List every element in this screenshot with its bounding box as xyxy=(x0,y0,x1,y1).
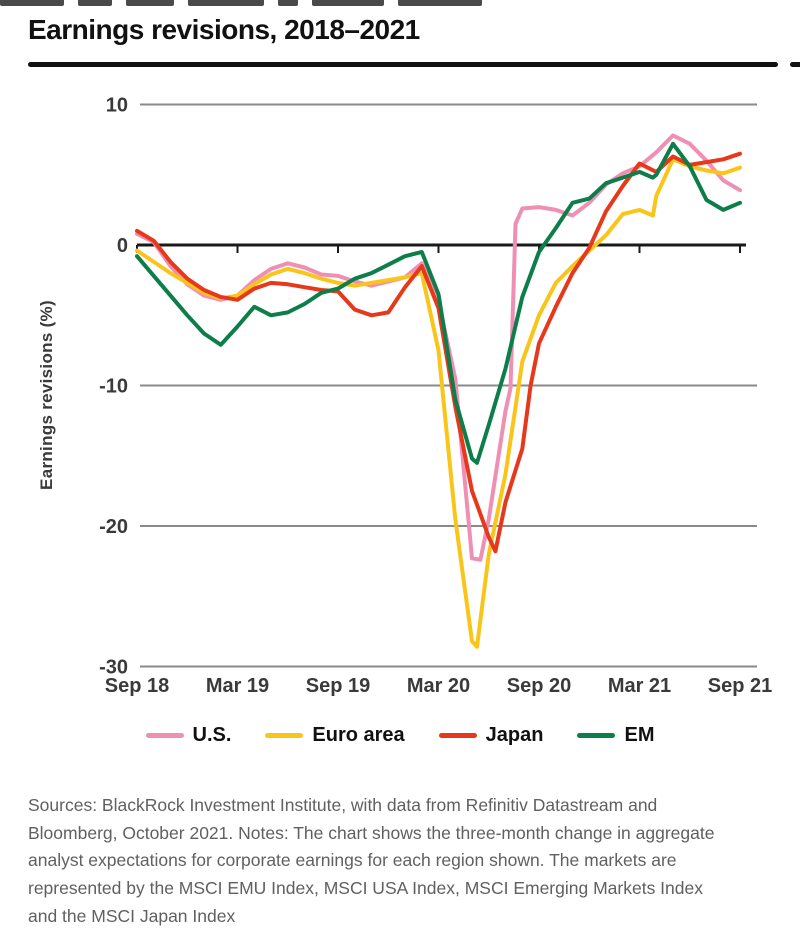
cropped-text-fragments xyxy=(0,0,760,6)
source-notes: Sources: BlackRock Investment Institute,… xyxy=(28,795,715,926)
x-tick-label-sep-20: Sep 20 xyxy=(507,675,571,697)
legend-swatch-euro-area xyxy=(265,733,304,738)
series-line-em xyxy=(135,141,742,465)
text-fragment xyxy=(0,0,64,6)
y-tick-label-10: 10 xyxy=(106,95,128,117)
legend-item-u-s: U.S. xyxy=(145,724,232,747)
text-fragment xyxy=(126,0,174,6)
x-tick-label-sep-18: Sep 18 xyxy=(105,675,169,697)
x-tick-label-mar-20: Mar 20 xyxy=(407,675,470,697)
legend-swatch-japan xyxy=(438,733,477,738)
legend-swatch-u-s xyxy=(145,733,184,738)
text-fragment xyxy=(312,0,384,6)
y-axis-tick-labels: 10 0 -10 -20 -30 xyxy=(99,95,128,679)
x-axis-tick-labels: Sep 18 Mar 19 Sep 19 Mar 20 Sep 20 Mar 21 Sep … xyxy=(105,675,772,697)
text-fragment xyxy=(78,0,112,6)
legend-label-u-s: U.S. xyxy=(192,724,232,746)
y-tick-label--10: -10 xyxy=(99,376,128,398)
legend-item-euro-area: Euro area xyxy=(265,724,405,747)
y-tick-label-0: 0 xyxy=(117,235,128,257)
gridlines xyxy=(140,103,757,668)
y-axis-title: Earnings revisions (%) xyxy=(37,300,56,490)
y-tick-label--20: -20 xyxy=(99,516,128,538)
title-rule xyxy=(28,62,778,67)
chart-title: Earnings revisions, 2018–2021 xyxy=(28,14,420,45)
legend-swatch-em xyxy=(577,733,616,738)
legend-label-euro-area: Euro area xyxy=(312,724,405,746)
legend-item-em: EM xyxy=(577,724,654,747)
chart-legend: U.S. Euro area Japan EM xyxy=(0,724,800,747)
text-fragment xyxy=(278,0,298,6)
text-fragment xyxy=(188,0,264,6)
x-tick-label-sep-21: Sep 21 xyxy=(708,675,772,697)
text-fragment xyxy=(398,0,482,6)
legend-label-japan: Japan xyxy=(485,724,544,746)
x-tick-label-sep-19: Sep 19 xyxy=(306,675,370,697)
title-rule-dot xyxy=(790,62,800,67)
y-tick-label--30: -30 xyxy=(99,657,128,679)
x-tick-label-mar-19: Mar 19 xyxy=(206,675,269,697)
series-line-euro-area xyxy=(135,157,742,649)
legend-label-em: EM xyxy=(624,724,655,746)
legend-item-japan: Japan xyxy=(438,724,544,747)
x-tick-label-mar-21: Mar 21 xyxy=(608,675,671,697)
